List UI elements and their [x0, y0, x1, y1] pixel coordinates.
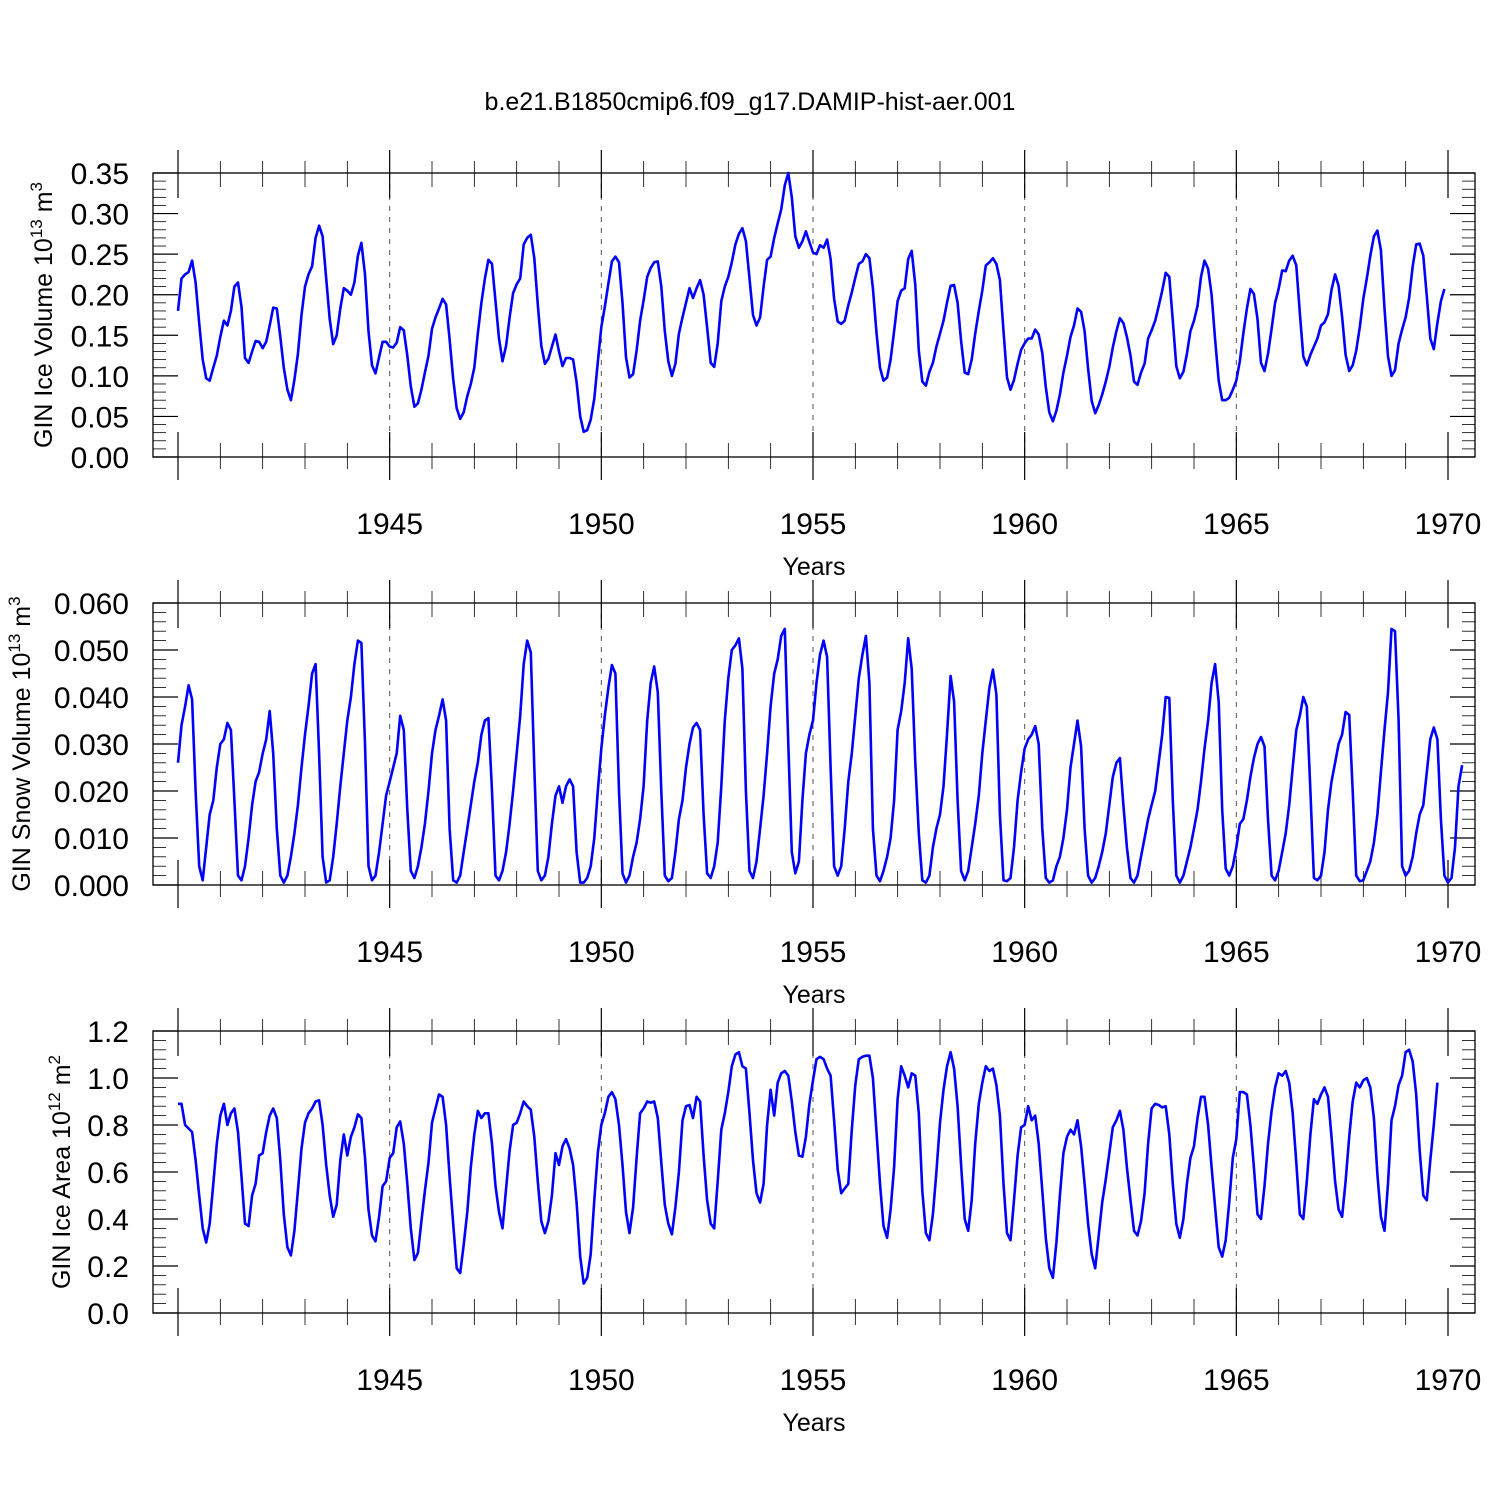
y-tick-label: 0.000: [54, 870, 129, 903]
y-axis-label: GIN Ice Volume 1013 m3: [27, 182, 58, 448]
y-tick-label: 0.20: [71, 280, 129, 313]
x-axis-label: Years: [782, 981, 845, 1009]
y-tick-label: 0.30: [71, 199, 129, 232]
y-tick-label: 0.05: [71, 401, 129, 434]
y-tick-label: 0.00: [71, 442, 129, 475]
ylabel-unit-text: m: [8, 606, 36, 634]
y-tick-label: 0.040: [54, 682, 129, 715]
figure-title: b.e21.B1850cmip6.f09_g17.DAMIP-hist-aer.…: [485, 88, 1016, 116]
ylabel-unit-exp-text: 3: [5, 596, 24, 605]
y-tick-label: 1.2: [87, 1016, 129, 1049]
ylabel-exp-text: 13: [5, 634, 24, 653]
y-tick-label: 0.030: [54, 729, 129, 762]
series-line-snow-volume: [176, 627, 1464, 884]
y-axis-label: GIN Ice Area 1012 m2: [45, 1055, 76, 1289]
x-axis-label: Years: [782, 553, 845, 581]
y-tick-label: 0.050: [54, 635, 129, 668]
ylabel-text: GIN Snow Volume 10: [8, 653, 36, 892]
chart-snow-volume: 0.000 0.010 0.020 0.030 0.040 0.050 0.060 1945 1…: [5, 580, 1481, 1009]
chart-ice-area: 0.0 0.2 0.4 0.6 0.8 1.0 1.2 1945 1950 1955 1960 196…: [45, 1008, 1481, 1437]
x-tick-label: 1955: [780, 936, 847, 969]
y-tick-label: 0.060: [54, 588, 129, 621]
series-line-ice-area: [178, 1048, 1439, 1285]
x-tick-label: 1965: [1203, 936, 1270, 969]
x-tick-label: 1950: [568, 936, 635, 969]
x-tick-label: 1955: [780, 1364, 847, 1397]
y-tick-label: 0.010: [54, 823, 129, 856]
y-tick-label: 0.2: [87, 1251, 129, 1284]
y-tick-label: 0.10: [71, 361, 129, 394]
x-tick-label: 1970: [1415, 936, 1482, 969]
y-tick-label: 0.8: [87, 1110, 129, 1143]
y-tick-label: 0.020: [54, 776, 129, 809]
y-tick-label: 0.15: [71, 320, 129, 353]
chart-ice-volume: 0.00 0.05 0.10 0.15 0.20 0.25 0.30 0.35 1945 1950…: [27, 150, 1481, 581]
ylabel-exp-text: 12: [45, 1092, 64, 1111]
x-tick-label: 1950: [568, 1364, 635, 1397]
x-tick-label: 1950: [568, 508, 635, 541]
ylabel-text: GIN Ice Volume 10: [30, 238, 58, 448]
ylabel-unit-exp-text: 3: [27, 182, 46, 191]
x-tick-label: 1945: [356, 936, 423, 969]
x-tick-label: 1960: [991, 936, 1058, 969]
x-tick-label: 1960: [991, 508, 1058, 541]
x-tick-label: 1945: [356, 508, 423, 541]
x-tick-label: 1960: [991, 1364, 1058, 1397]
ylabel-exp-text: 13: [27, 219, 46, 238]
ylabel-text: GIN Ice Area 10: [48, 1111, 76, 1289]
plot-frame: [152, 602, 1476, 886]
series-line-ice-volume: [176, 171, 1446, 434]
x-tick-label: 1955: [780, 508, 847, 541]
x-tick-label: 1970: [1415, 508, 1482, 541]
ylabel-unit-text: m: [48, 1064, 76, 1092]
x-axis-label: Years: [782, 1409, 845, 1437]
y-tick-label: 0.4: [87, 1204, 129, 1237]
y-axis-label: GIN Snow Volume 1013 m3: [5, 596, 36, 891]
x-tick-label: 1945: [356, 1364, 423, 1397]
y-tick-label: 0.0: [87, 1298, 129, 1331]
y-tick-label: 0.6: [87, 1157, 129, 1190]
x-tick-label: 1965: [1203, 1364, 1270, 1397]
panels: 0.00 0.05 0.10 0.15 0.20 0.25 0.30 0.35 1945 1950…: [5, 150, 1481, 1437]
plot-frame: [152, 172, 1476, 458]
y-tick-label: 0.25: [71, 239, 129, 272]
x-tick-label: 1970: [1415, 1364, 1482, 1397]
x-tick-label: 1965: [1203, 508, 1270, 541]
ylabel-unit-text: m: [30, 191, 58, 219]
ylabel-unit-exp-text: 2: [45, 1055, 64, 1064]
y-tick-label: 0.35: [71, 158, 129, 191]
y-tick-label: 1.0: [87, 1063, 129, 1096]
